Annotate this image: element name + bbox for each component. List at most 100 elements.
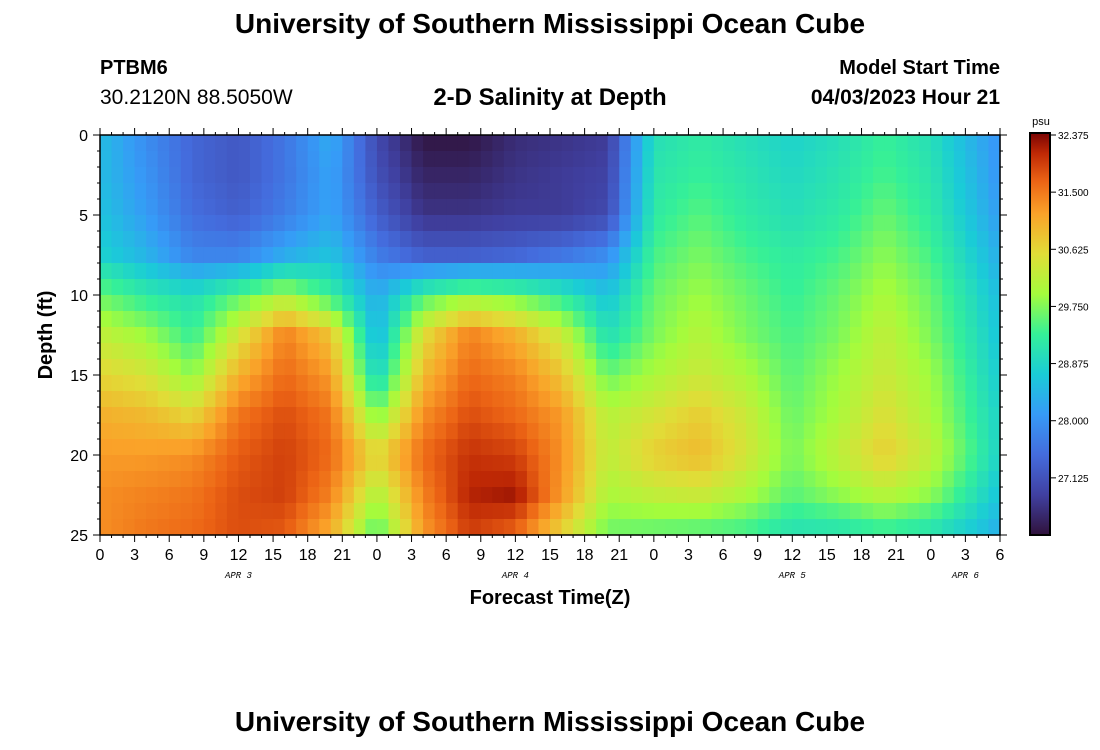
heatmap-cell (134, 327, 147, 344)
heatmap-cell (157, 423, 170, 440)
heatmap-cell (792, 263, 805, 280)
heatmap-cell (319, 439, 332, 456)
heatmap-cell (919, 391, 932, 408)
heatmap-cell (584, 375, 597, 392)
heatmap-cell (653, 311, 666, 328)
heatmap-cell (273, 391, 286, 408)
heatmap-cell (203, 375, 216, 392)
heatmap-cell (215, 151, 228, 168)
heatmap-cell (446, 183, 459, 200)
heatmap-cell (400, 231, 413, 248)
heatmap-cell (192, 519, 205, 536)
heatmap-cell (653, 327, 666, 344)
x-tick-label: 3 (961, 547, 970, 564)
heatmap-cell (573, 167, 586, 184)
heatmap-cell (619, 439, 632, 456)
heatmap-cell (307, 471, 320, 488)
heatmap-cell (261, 295, 274, 312)
heatmap-cell (596, 343, 609, 360)
heatmap-cell (480, 343, 493, 360)
heatmap-cell (769, 423, 782, 440)
heatmap-cell (676, 295, 690, 312)
heatmap-cell (203, 215, 216, 232)
heatmap-cell (134, 199, 147, 216)
heatmap-cell (307, 503, 320, 520)
heatmap-cell (307, 215, 320, 232)
heatmap-cell (976, 199, 990, 216)
heatmap-cell (826, 391, 840, 408)
heatmap-cell (757, 167, 770, 184)
heatmap-cell (884, 439, 897, 456)
heatmap-cell (169, 439, 182, 456)
heatmap-cell (457, 199, 470, 216)
heatmap-cell (157, 503, 170, 520)
heatmap-cell (953, 135, 966, 152)
heatmap-cell (503, 295, 516, 312)
heatmap-cell (400, 311, 413, 328)
x-tick-label: 0 (372, 547, 381, 564)
heatmap-cell (434, 391, 447, 408)
heatmap-cell (515, 183, 528, 200)
heatmap-cell (700, 439, 713, 456)
heatmap-cell (411, 311, 424, 328)
heatmap-cell (538, 391, 551, 408)
heatmap-cell (538, 327, 551, 344)
heatmap-cell (446, 343, 459, 360)
heatmap-cell (250, 295, 263, 312)
heatmap-cell (250, 391, 263, 408)
heatmap-cell (238, 439, 251, 456)
heatmap-cell (296, 343, 309, 360)
heatmap-cell (319, 215, 332, 232)
heatmap-cell (688, 359, 701, 376)
heatmap-cell (642, 519, 655, 536)
heatmap-cell (296, 359, 309, 376)
heatmap-cell (261, 167, 274, 184)
heatmap-cell (376, 135, 390, 152)
heatmap-cell (146, 359, 159, 376)
heatmap-cell (538, 407, 551, 424)
heatmap-cell (423, 151, 436, 168)
heatmap-cell (146, 519, 159, 536)
heatmap-cell (734, 487, 747, 504)
heatmap-cell (123, 263, 136, 280)
heatmap-cell (503, 215, 516, 232)
heatmap-cell (261, 279, 274, 296)
heatmap-cell (850, 503, 863, 520)
colorbar-tick-label: 28.875 (1058, 360, 1089, 371)
heatmap-cell (250, 439, 263, 456)
heatmap-cell (226, 375, 240, 392)
heatmap-cell (607, 263, 620, 280)
heatmap-cell (169, 343, 182, 360)
heatmap-cell (746, 263, 759, 280)
y-tick-label: 25 (70, 528, 88, 545)
heatmap-cell (573, 279, 586, 296)
heatmap-cell (792, 311, 805, 328)
heatmap-cell (561, 391, 574, 408)
heatmap-cell (826, 327, 840, 344)
heatmap-cell (757, 327, 770, 344)
heatmap-cell (653, 503, 666, 520)
heatmap-cell (861, 359, 874, 376)
heatmap-cell (492, 375, 505, 392)
heatmap-cell (469, 359, 482, 376)
heatmap-cell (653, 343, 666, 360)
heatmap-cell (226, 471, 240, 488)
heatmap-cell (273, 231, 286, 248)
heatmap-cell (307, 487, 320, 504)
heatmap-cell (388, 455, 401, 472)
heatmap-cell (700, 183, 713, 200)
heatmap-cell (376, 279, 390, 296)
heatmap-cell (423, 487, 436, 504)
heatmap-cell (215, 215, 228, 232)
heatmap-cell (619, 183, 632, 200)
heatmap-cell (192, 151, 205, 168)
heatmap-cell (850, 167, 863, 184)
heatmap-cell (400, 407, 413, 424)
heatmap-cell (388, 407, 401, 424)
heatmap-cell (273, 439, 286, 456)
heatmap-cell (815, 391, 828, 408)
heatmap-cell (503, 407, 516, 424)
heatmap-cell (607, 423, 620, 440)
heatmap-cell (757, 279, 770, 296)
heatmap-cell (250, 423, 263, 440)
